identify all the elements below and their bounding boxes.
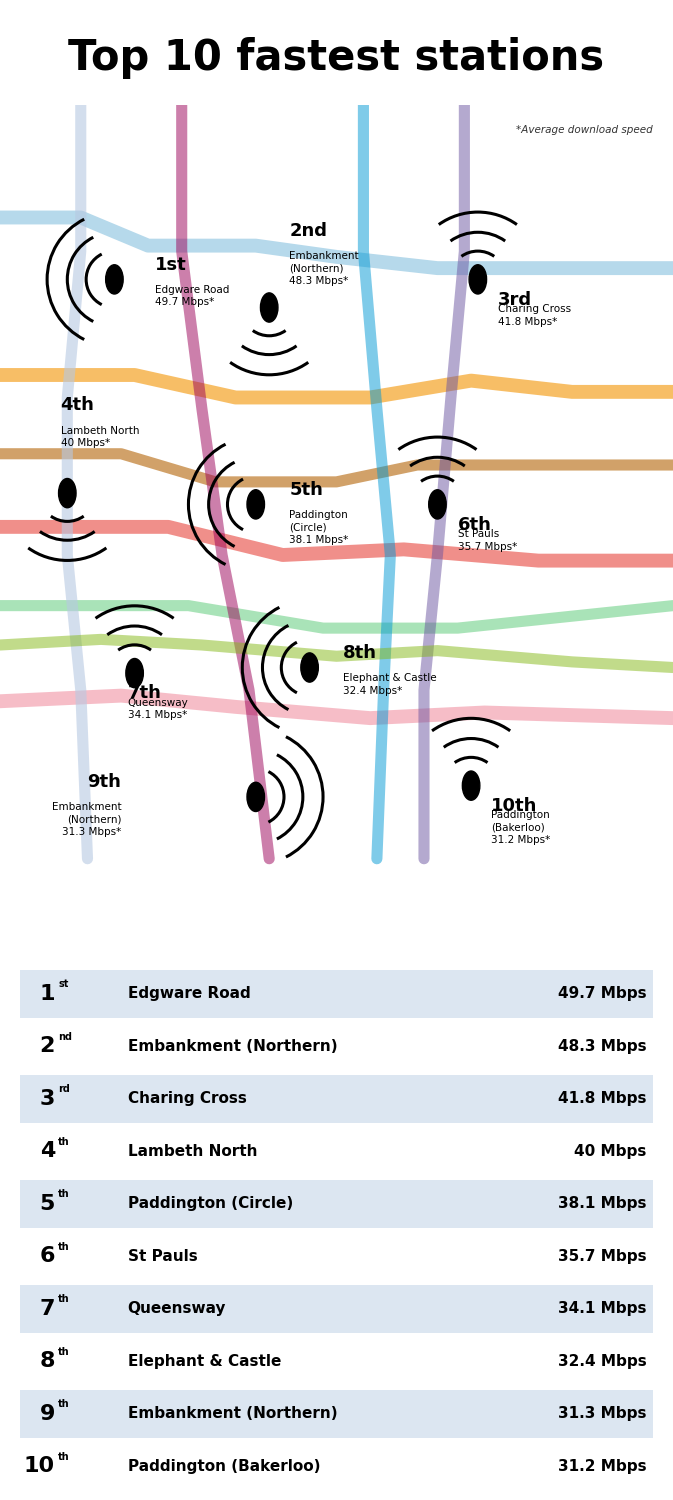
Text: Lambeth North
40 Mbps*: Lambeth North 40 Mbps*: [61, 426, 139, 448]
Text: 9: 9: [40, 1404, 55, 1423]
Text: 5th: 5th: [289, 480, 323, 498]
FancyBboxPatch shape: [20, 1284, 653, 1334]
Text: 49.7 Mbps: 49.7 Mbps: [558, 987, 647, 1002]
Text: Paddington (Bakerloo): Paddington (Bakerloo): [128, 1458, 320, 1473]
Text: 48.3 Mbps: 48.3 Mbps: [558, 1038, 647, 1053]
Text: 34.1 Mbps: 34.1 Mbps: [558, 1302, 647, 1317]
Circle shape: [429, 489, 446, 519]
Text: *Average download speed: *Average download speed: [516, 126, 653, 135]
Text: 7th: 7th: [128, 684, 162, 702]
Text: 8th: 8th: [343, 644, 378, 662]
Text: Embankment
(Northern)
31.3 Mbps*: Embankment (Northern) 31.3 Mbps*: [52, 802, 121, 837]
Text: th: th: [58, 1190, 70, 1200]
Text: Lambeth North: Lambeth North: [128, 1144, 257, 1160]
Circle shape: [59, 478, 76, 507]
Text: th: th: [58, 1294, 70, 1305]
Circle shape: [469, 264, 487, 294]
Text: 6: 6: [40, 1246, 55, 1266]
Text: 1st: 1st: [155, 255, 186, 273]
Text: Top 10 fastest stations: Top 10 fastest stations: [69, 38, 604, 78]
Text: 9th: 9th: [87, 774, 121, 792]
Text: Edgware Road
49.7 Mbps*: Edgware Road 49.7 Mbps*: [155, 285, 229, 308]
Text: 2nd: 2nd: [289, 222, 327, 240]
Text: Embankment
(Northern)
48.3 Mbps*: Embankment (Northern) 48.3 Mbps*: [289, 251, 359, 286]
Circle shape: [260, 292, 278, 322]
Circle shape: [247, 489, 264, 519]
FancyBboxPatch shape: [20, 1126, 653, 1176]
Text: Elephant & Castle: Elephant & Castle: [128, 1354, 281, 1368]
Circle shape: [247, 783, 264, 812]
Text: 5: 5: [40, 1194, 55, 1214]
Text: 32.4 Mbps: 32.4 Mbps: [558, 1354, 647, 1368]
Text: 4th: 4th: [61, 396, 94, 414]
Text: Queensway
34.1 Mbps*: Queensway 34.1 Mbps*: [128, 698, 188, 720]
Circle shape: [301, 652, 318, 682]
Text: th: th: [58, 1242, 70, 1252]
FancyBboxPatch shape: [20, 1442, 653, 1491]
Text: 10th: 10th: [491, 796, 538, 814]
Text: 40 Mbps: 40 Mbps: [574, 1144, 647, 1160]
Text: 2: 2: [40, 1036, 55, 1056]
Text: th: th: [58, 1452, 70, 1462]
Text: St Pauls
35.7 Mbps*: St Pauls 35.7 Mbps*: [458, 530, 517, 552]
Text: 10: 10: [24, 1456, 55, 1476]
Text: th: th: [58, 1137, 70, 1148]
Text: st: st: [58, 980, 69, 990]
Text: th: th: [58, 1400, 70, 1410]
FancyBboxPatch shape: [20, 1022, 653, 1071]
Text: Edgware Road: Edgware Road: [128, 987, 250, 1002]
Text: 4: 4: [40, 1142, 55, 1161]
Circle shape: [106, 264, 123, 294]
Text: Embankment (Northern): Embankment (Northern): [128, 1407, 337, 1422]
Text: Charing Cross: Charing Cross: [128, 1092, 246, 1107]
Text: Queensway: Queensway: [128, 1302, 226, 1317]
Text: 35.7 Mbps: 35.7 Mbps: [558, 1248, 647, 1263]
Text: 3: 3: [40, 1089, 55, 1108]
FancyBboxPatch shape: [20, 1336, 653, 1386]
Text: rd: rd: [58, 1084, 70, 1095]
FancyBboxPatch shape: [20, 1074, 653, 1124]
Text: 31.3 Mbps: 31.3 Mbps: [558, 1407, 647, 1422]
Text: Paddington (Circle): Paddington (Circle): [128, 1197, 293, 1212]
Text: Paddington
(Circle)
38.1 Mbps*: Paddington (Circle) 38.1 Mbps*: [289, 510, 349, 544]
Text: th: th: [58, 1347, 70, 1358]
Text: 3rd: 3rd: [498, 291, 532, 309]
Circle shape: [462, 771, 480, 801]
FancyBboxPatch shape: [20, 969, 653, 1018]
FancyBboxPatch shape: [20, 1179, 653, 1228]
Text: nd: nd: [58, 1032, 72, 1042]
Text: Elephant & Castle
32.4 Mbps*: Elephant & Castle 32.4 Mbps*: [343, 674, 437, 696]
Text: 7: 7: [40, 1299, 55, 1318]
Text: 8: 8: [40, 1352, 55, 1371]
Text: Charing Cross
41.8 Mbps*: Charing Cross 41.8 Mbps*: [498, 304, 571, 327]
Circle shape: [126, 658, 143, 687]
Text: 6th: 6th: [458, 516, 491, 534]
Text: 41.8 Mbps: 41.8 Mbps: [558, 1092, 647, 1107]
Text: 31.2 Mbps: 31.2 Mbps: [558, 1458, 647, 1473]
FancyBboxPatch shape: [20, 1389, 653, 1438]
FancyBboxPatch shape: [20, 1232, 653, 1281]
Text: 1: 1: [40, 984, 55, 1004]
Text: 38.1 Mbps: 38.1 Mbps: [558, 1197, 647, 1212]
Text: St Pauls: St Pauls: [128, 1248, 197, 1263]
Text: Embankment (Northern): Embankment (Northern): [128, 1038, 337, 1053]
Text: Paddington
(Bakerloo)
31.2 Mbps*: Paddington (Bakerloo) 31.2 Mbps*: [491, 810, 551, 844]
